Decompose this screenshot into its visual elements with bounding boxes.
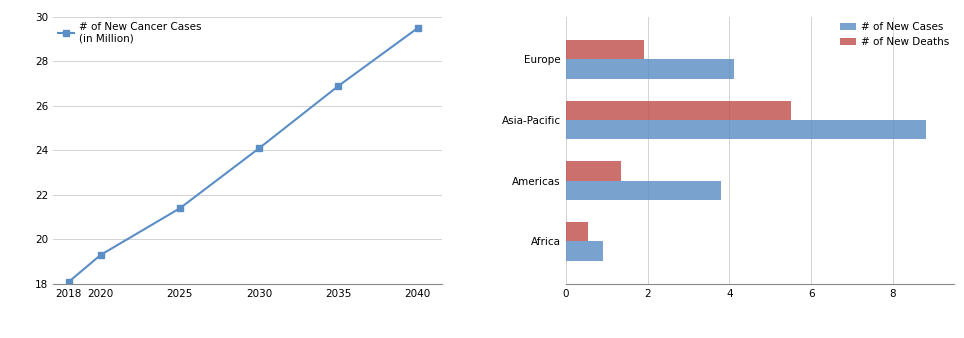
Bar (566, 59, 734, 79)
Legend: # of New Cases, # of New Deaths: # of New Cases, # of New Deaths (840, 22, 950, 47)
Bar (566, 161, 621, 181)
Line: # of New Cancer Cases
(in Million): # of New Cancer Cases (in Million) (67, 25, 420, 285)
Bar (566, 40, 644, 59)
# of New Cancer Cases
(in Million) (254, 146, 265, 150)
# of New Cancer Cases
(in Million) (412, 26, 423, 30)
Bar (566, 222, 588, 241)
Bar (566, 101, 790, 120)
Legend: # of New Cancer Cases
(in Million): # of New Cancer Cases (in Million) (58, 22, 201, 44)
Bar (566, 241, 602, 261)
Bar (566, 181, 721, 200)
# of New Cancer Cases
(in Million) (333, 84, 344, 88)
# of New Cancer Cases
(in Million) (94, 253, 106, 257)
# of New Cancer Cases
(in Million) (174, 206, 186, 210)
Bar (566, 120, 925, 140)
# of New Cancer Cases
(in Million) (63, 280, 74, 284)
